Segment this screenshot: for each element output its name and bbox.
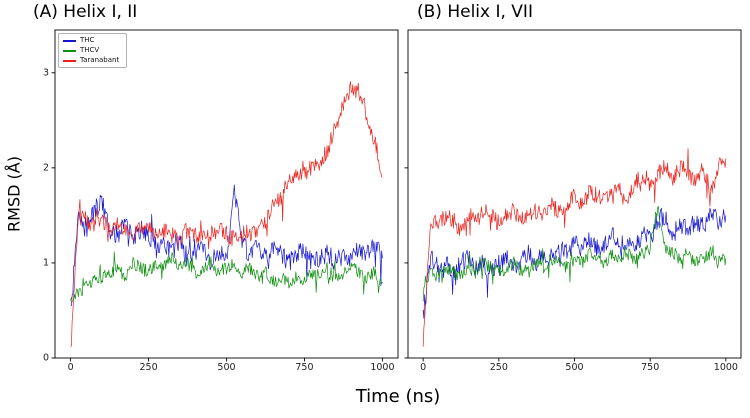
panel-a-title: (A) Helix I, II bbox=[33, 2, 138, 22]
y-axis-label: RMSD (Å) bbox=[4, 156, 24, 232]
legend-swatch-taranabant bbox=[63, 59, 76, 62]
legend-swatch-thcv bbox=[63, 49, 76, 52]
legend-label-thc: THC bbox=[80, 36, 95, 44]
legend-item-taranabant: Taranabant bbox=[63, 57, 119, 64]
legend-item-thcv: THCV bbox=[63, 47, 119, 54]
legend-item-thc: THC bbox=[63, 37, 119, 44]
legend-swatch-thc bbox=[63, 39, 76, 42]
legend-label-thcv: THCV bbox=[80, 46, 100, 54]
legend: THC THCV Taranabant bbox=[58, 33, 128, 68]
x-axis-label: Time (ns) bbox=[355, 386, 441, 407]
legend-label-taranabant: Taranabant bbox=[80, 56, 120, 64]
panel-b-title: (B) Helix I, VII bbox=[417, 2, 533, 22]
